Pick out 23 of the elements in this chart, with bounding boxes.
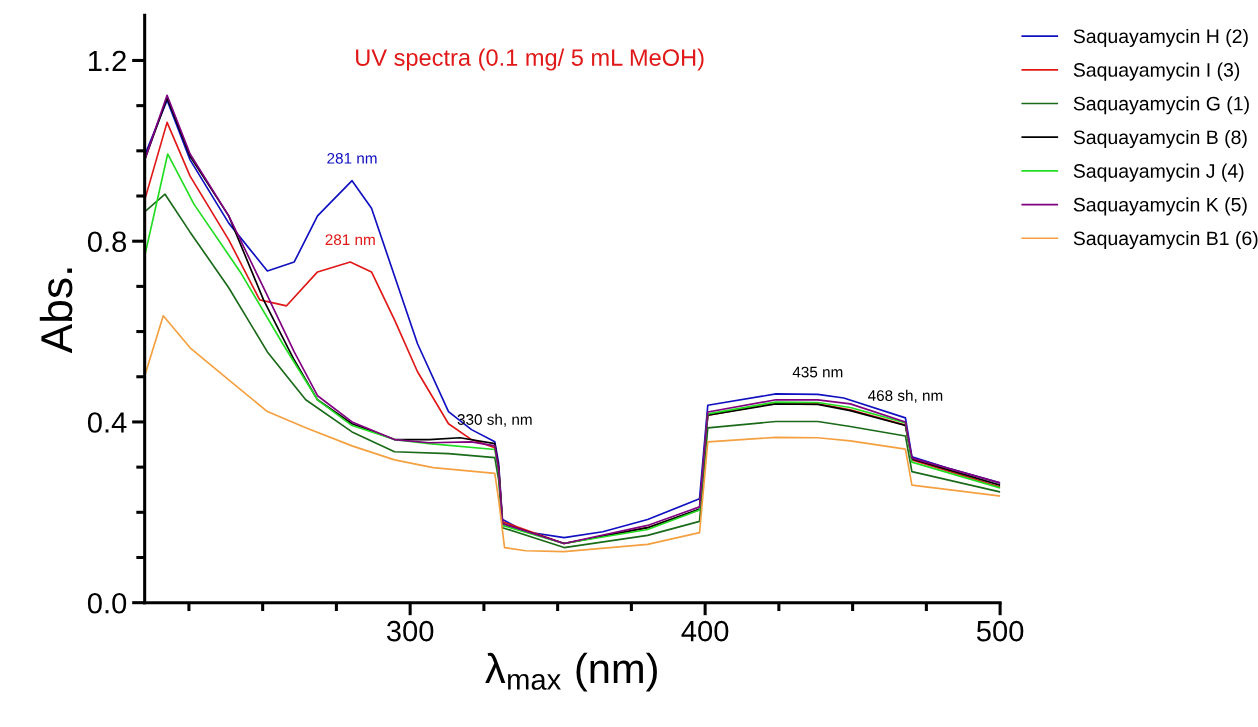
legend-label: Saquayamycin B1 (6) <box>1073 230 1258 250</box>
y-tick-label: 0.0 <box>87 592 127 614</box>
x-axis-title: λ$_{max}$ (nm) <box>485 652 657 692</box>
annotation: 330 sh, nm <box>457 413 532 427</box>
x-tick-label: 500 <box>976 620 1024 642</box>
legend-label: Saquayamycin J (4) <box>1073 163 1244 182</box>
annotation: 468 sh, nm <box>867 389 943 403</box>
legend-label: Saquayamycin H (2) <box>1073 28 1248 47</box>
y-tick-label: 0.4 <box>87 412 127 433</box>
annotation: 281 nm <box>327 152 377 164</box>
x-tick-label: 300 <box>386 620 434 642</box>
y-axis-title: Abs. <box>39 268 73 354</box>
x-tick-label: 400 <box>681 620 729 642</box>
annotation: 281 nm <box>325 234 375 246</box>
y-tick-label: 1.2 <box>88 50 126 72</box>
y-tick-label: 0.8 <box>87 231 127 253</box>
legend-label: Saquayamycin G (1) <box>1073 96 1249 115</box>
line-series <box>144 314 1001 553</box>
legend-label: Saquayamycin I (3) <box>1073 62 1240 81</box>
annotation: 435 nm <box>792 366 843 378</box>
legend-label: Saquayamycin K (5) <box>1073 197 1247 216</box>
legend-label: Saquayamycin B (8) <box>1073 129 1247 149</box>
text: UV spectra (0.1 mg/ 5 mL MeOH) <box>356 48 704 71</box>
